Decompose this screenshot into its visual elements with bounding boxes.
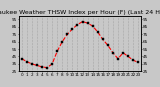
Title: Milwaukee Weather THSW Index per Hour (F) (Last 24 Hours): Milwaukee Weather THSW Index per Hour (F… (0, 10, 160, 15)
